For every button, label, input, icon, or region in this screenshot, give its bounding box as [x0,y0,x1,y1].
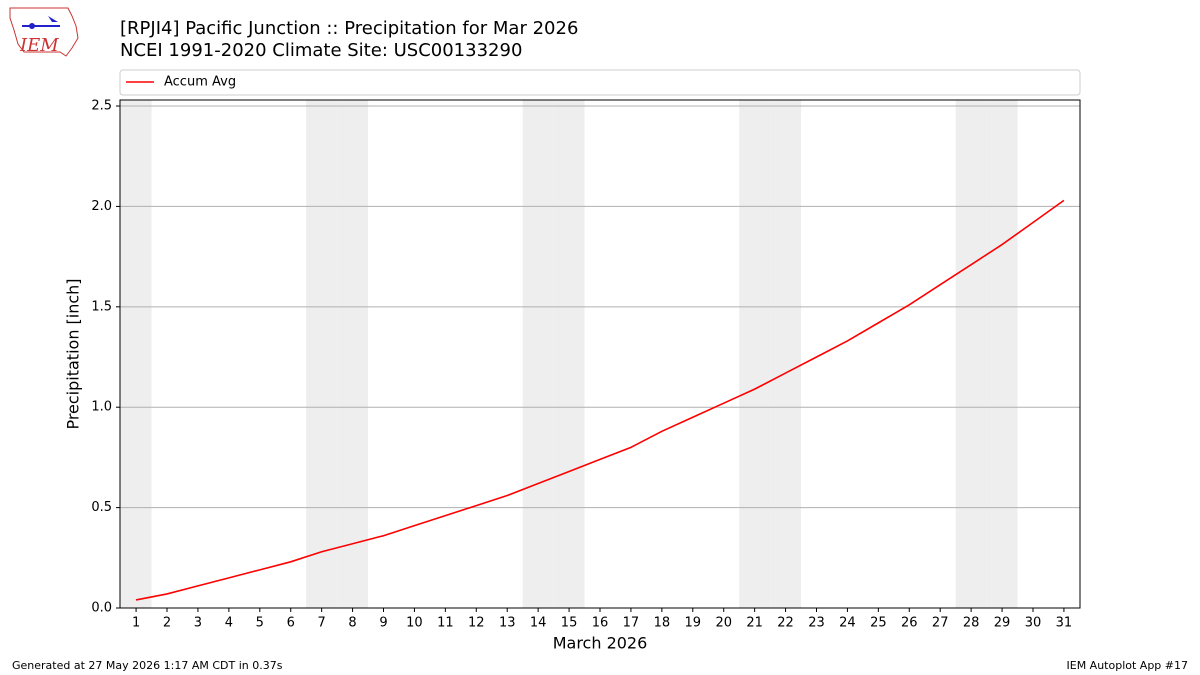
footer-left: Generated at 27 May 2026 1:17 AM CDT in … [12,659,283,672]
x-axis-label: March 2026 [553,634,648,653]
weekend-shade [955,100,987,608]
x-tick-label: 30 [1025,616,1042,631]
y-tick-label: 1.5 [91,299,112,314]
x-tick-label: 4 [225,616,233,631]
chart-title: [RPJI4] Pacific Junction :: Precipitatio… [120,18,578,39]
x-tick-label: 22 [777,616,794,631]
x-tick-label: 19 [685,616,702,631]
weekend-shade [986,100,1018,608]
weekend-shade [770,100,802,608]
x-tick-label: 13 [499,616,516,631]
x-tick-label: 27 [932,616,949,631]
logo: IEM [9,7,79,57]
x-tick-label: 7 [318,616,326,631]
x-tick-label: 25 [870,616,887,631]
x-tick-label: 9 [379,616,387,631]
x-tick-label: 2 [163,616,171,631]
chart-subtitle: NCEI 1991-2020 Climate Site: USC00133290 [120,40,522,61]
y-tick-label: 0.0 [91,601,112,616]
x-tick-label: 29 [994,616,1011,631]
x-tick-label: 18 [654,616,671,631]
x-tick-label: 6 [287,616,295,631]
weekend-shade [306,100,338,608]
x-tick-label: 3 [194,616,202,631]
x-tick-label: 31 [1056,616,1073,631]
y-axis-label: Precipitation [inch] [64,278,83,429]
x-tick-label: 17 [623,616,640,631]
x-tick-label: 11 [437,616,454,631]
x-tick-label: 23 [808,616,825,631]
weekend-shade [120,100,152,608]
x-tick-label: 14 [530,616,547,631]
weekend-shade [337,100,369,608]
series-line [135,199,1065,601]
x-tick-label: 8 [348,616,356,631]
x-tick-label: 26 [901,616,918,631]
x-tick-label: 5 [256,616,264,631]
y-tick-label: 2.0 [91,199,112,214]
footer-right: IEM Autoplot App #17 [1067,659,1189,672]
x-tick-label: 1 [132,616,140,631]
y-tick-label: 2.5 [91,99,112,114]
x-tick-label: 12 [468,616,485,631]
x-tick-label: 10 [406,616,423,631]
plot-frame [119,99,1081,609]
weekend-shade [739,100,771,608]
x-tick-label: 16 [592,616,609,631]
weekend-shade [522,100,554,608]
x-tick-label: 15 [561,616,578,631]
x-tick-label: 20 [715,616,732,631]
y-tick-label: 0.5 [91,500,112,515]
x-tick-label: 21 [746,616,763,631]
weekend-shade [553,100,585,608]
y-tick-label: 1.0 [91,400,112,415]
legend-box [119,69,1081,96]
legend-label: Accum Avg [164,75,236,90]
logo-text: IEM [19,35,59,56]
x-tick-label: 28 [963,616,980,631]
x-tick-label: 24 [839,616,856,631]
